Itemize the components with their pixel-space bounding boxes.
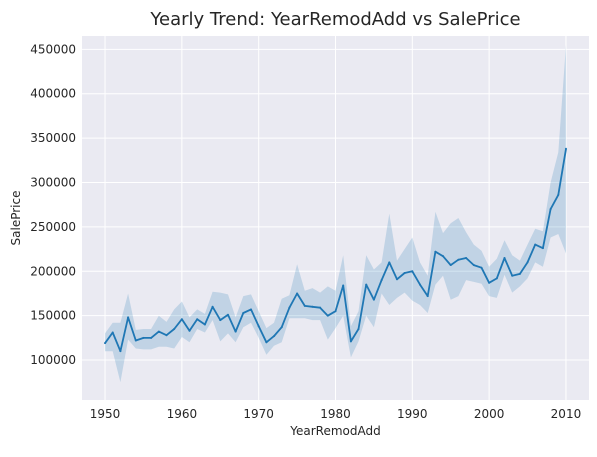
data-point: [242, 312, 244, 314]
data-point: [511, 275, 513, 277]
data-point: [219, 319, 221, 321]
data-point: [119, 350, 121, 352]
data-point: [158, 331, 160, 333]
data-point: [166, 334, 168, 336]
y-tick-label: 300000: [30, 175, 76, 189]
x-axis-label: YearRemodAdd: [289, 424, 380, 438]
data-point: [519, 273, 521, 275]
data-point: [250, 308, 252, 310]
y-axis-label: SalePrice: [9, 191, 23, 246]
data-point: [212, 306, 214, 308]
data-point: [358, 328, 360, 330]
data-point: [504, 257, 506, 259]
data-point: [142, 337, 144, 339]
data-point: [304, 305, 306, 307]
data-point: [496, 277, 498, 279]
data-point: [480, 267, 482, 269]
data-point: [473, 264, 475, 266]
data-point: [112, 332, 114, 334]
data-point: [427, 295, 429, 297]
data-point: [173, 328, 175, 330]
data-point: [450, 264, 452, 266]
data-point: [419, 284, 421, 286]
y-tick-label: 450000: [30, 42, 76, 56]
y-tick-label: 150000: [30, 309, 76, 323]
data-point: [296, 292, 298, 294]
data-point: [557, 194, 559, 196]
y-tick-labels: 100000 150000 200000 250000 300000 350000 4000…: [30, 42, 76, 367]
data-point: [235, 331, 237, 333]
data-point: [204, 324, 206, 326]
data-point: [288, 307, 290, 309]
x-tick-label: 1950: [90, 407, 121, 421]
data-point: [281, 326, 283, 328]
x-tick-labels: 1950 1960 1970 1980 1990 2000 2010: [90, 407, 581, 421]
data-point: [411, 270, 413, 272]
y-tick-label: 250000: [30, 220, 76, 234]
data-point: [550, 208, 552, 210]
data-point: [104, 342, 106, 344]
y-tick-label: 100000: [30, 353, 76, 367]
data-point: [327, 315, 329, 317]
data-point: [542, 247, 544, 249]
data-point: [457, 259, 459, 261]
data-point: [258, 325, 260, 327]
data-point: [135, 340, 137, 342]
data-point: [350, 340, 352, 342]
data-point: [381, 279, 383, 281]
data-point: [227, 314, 229, 316]
y-tick-label: 350000: [30, 131, 76, 145]
data-point: [465, 257, 467, 259]
data-point: [189, 330, 191, 332]
x-tick-label: 1980: [320, 407, 351, 421]
data-point: [534, 244, 536, 246]
data-point: [434, 251, 436, 253]
data-point: [342, 284, 344, 286]
data-point: [265, 341, 267, 343]
data-point: [404, 272, 406, 274]
data-point: [442, 255, 444, 257]
data-point: [396, 278, 398, 280]
x-tick-label: 2000: [474, 407, 505, 421]
data-point: [150, 337, 152, 339]
data-point: [196, 318, 198, 320]
y-tick-label: 400000: [30, 87, 76, 101]
data-point: [527, 261, 529, 263]
data-point: [335, 310, 337, 312]
chart-title: Yearly Trend: YearRemodAdd vs SalePrice: [149, 9, 520, 30]
data-point: [388, 261, 390, 263]
data-point: [127, 316, 129, 318]
x-tick-label: 1960: [167, 407, 198, 421]
data-point: [565, 148, 567, 150]
data-point: [311, 306, 313, 308]
data-point: [365, 284, 367, 286]
data-point: [181, 318, 183, 320]
data-point: [319, 307, 321, 309]
data-point: [488, 282, 490, 284]
data-point: [273, 335, 275, 337]
data-point: [373, 299, 375, 301]
x-tick-label: 1970: [243, 407, 274, 421]
y-tick-label: 200000: [30, 264, 76, 278]
x-tick-label: 2010: [551, 407, 582, 421]
x-tick-label: 1990: [397, 407, 428, 421]
